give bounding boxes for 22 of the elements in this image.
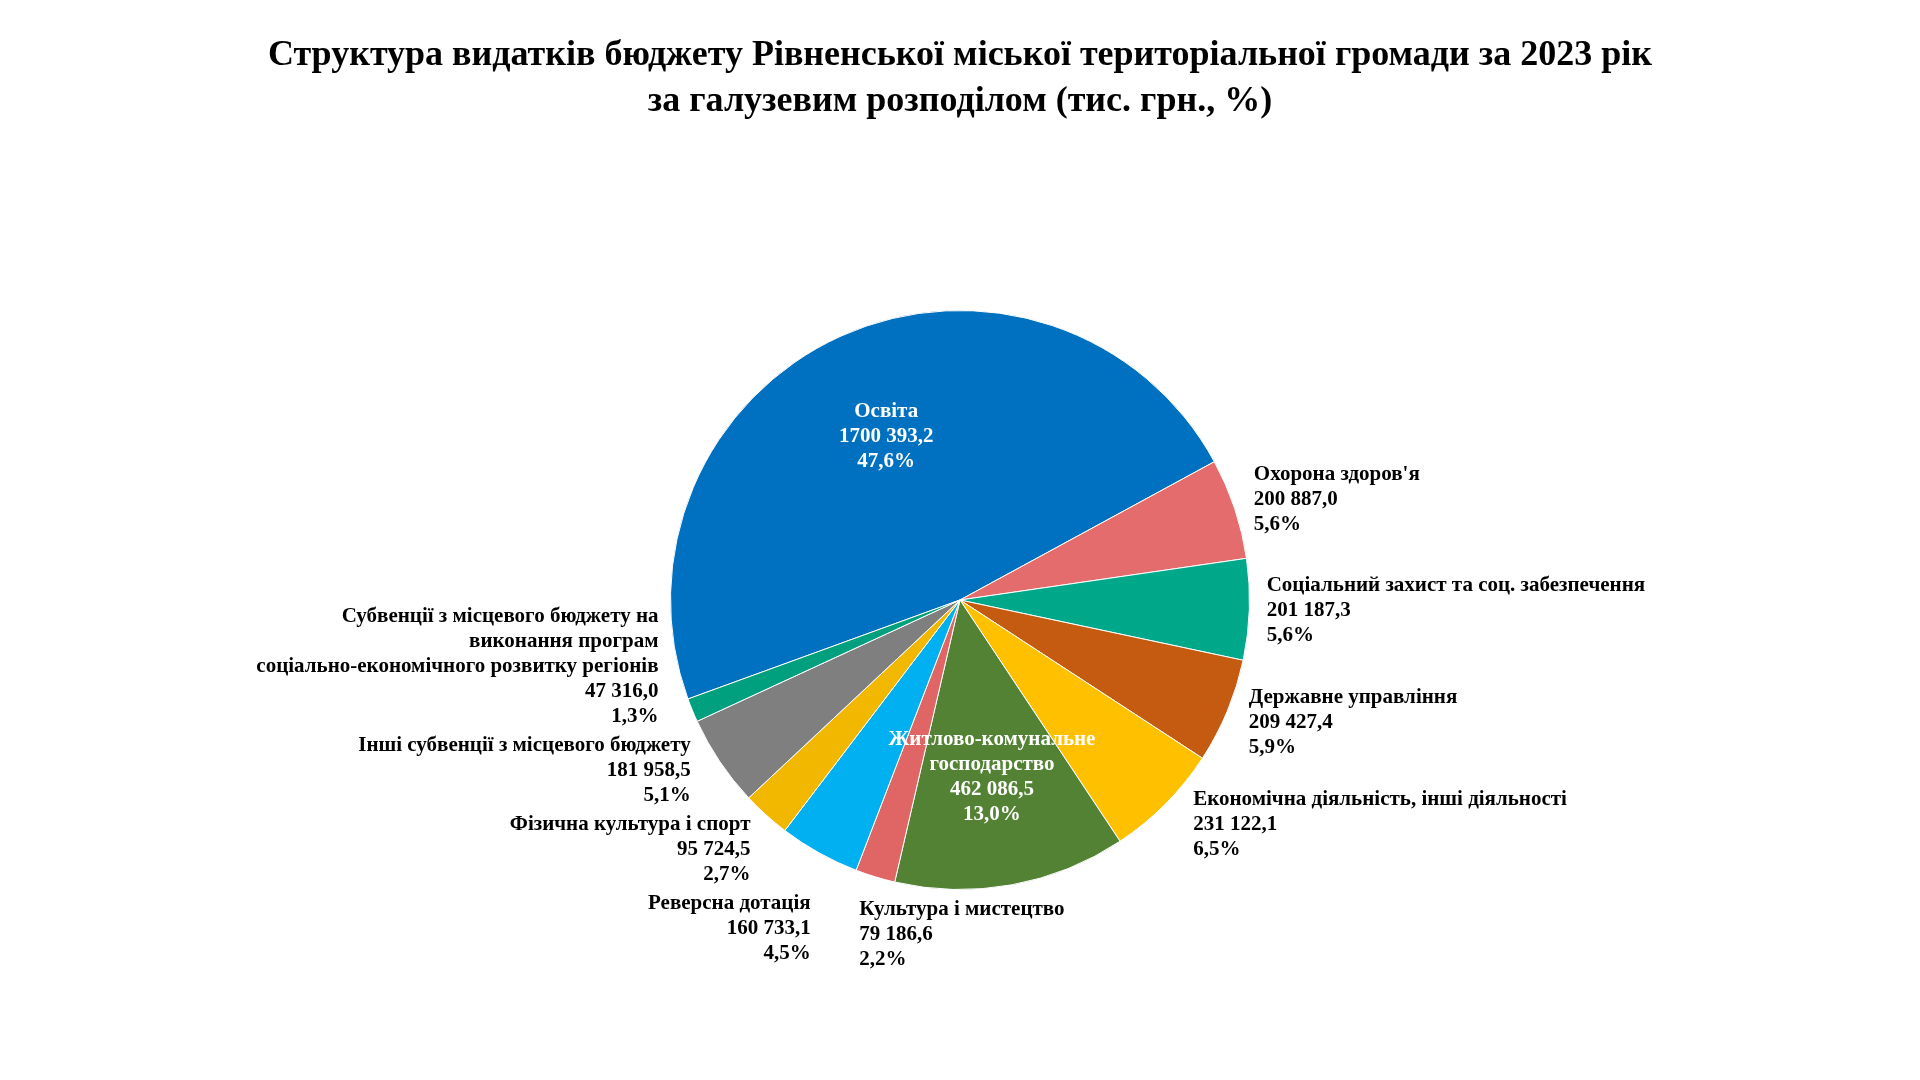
data-label: 47 316,0 1,3% xyxy=(585,677,659,727)
slice-label: Державне управління xyxy=(1248,683,1458,708)
data-label: 79 186,6 2,2% xyxy=(859,921,933,971)
slice-label: Соціальний захист та соц. забезпечення xyxy=(1266,571,1646,596)
slice-label: Реверсна дотація xyxy=(648,889,811,914)
data-label: 1700 393,2 47,6% xyxy=(838,422,934,472)
slice-label: Інші субвенції з місцевого бюджету xyxy=(358,731,692,756)
slice-label: Субвенції з місцевого бюджету на виконання програм соціально-економічного розвитку регіонів xyxy=(256,602,660,677)
slice-label: Охорона здоров'я xyxy=(1253,460,1420,485)
chart-title: Структура видатків бюджету Рівненської міської територіальної громади за 2023 рік за галузевим розподілом (тис. грн., %) xyxy=(266,32,1654,121)
data-label: 462 086,5 13,0% xyxy=(949,775,1034,825)
data-label: 95 724,5 2,7% xyxy=(677,835,751,885)
data-label: 160 733,1 4,5% xyxy=(726,914,811,964)
data-label: 209 427,4 5,9% xyxy=(1248,708,1334,758)
data-label: 201 187,3 5,6% xyxy=(1266,596,1351,646)
data-label: 231 122,1 6,5% xyxy=(1193,810,1278,860)
slice-label: Культура і мистецтво xyxy=(859,896,1065,921)
data-label: 181 958,5 5,1% xyxy=(606,756,691,806)
data-label: 200 887,0 5,6% xyxy=(1253,485,1338,535)
slice-label: Економічна діяльність, інші діяльності xyxy=(1193,785,1568,810)
slice-label: Освіта xyxy=(854,397,919,422)
slice-label: Фізична культура і спорт xyxy=(509,810,752,835)
